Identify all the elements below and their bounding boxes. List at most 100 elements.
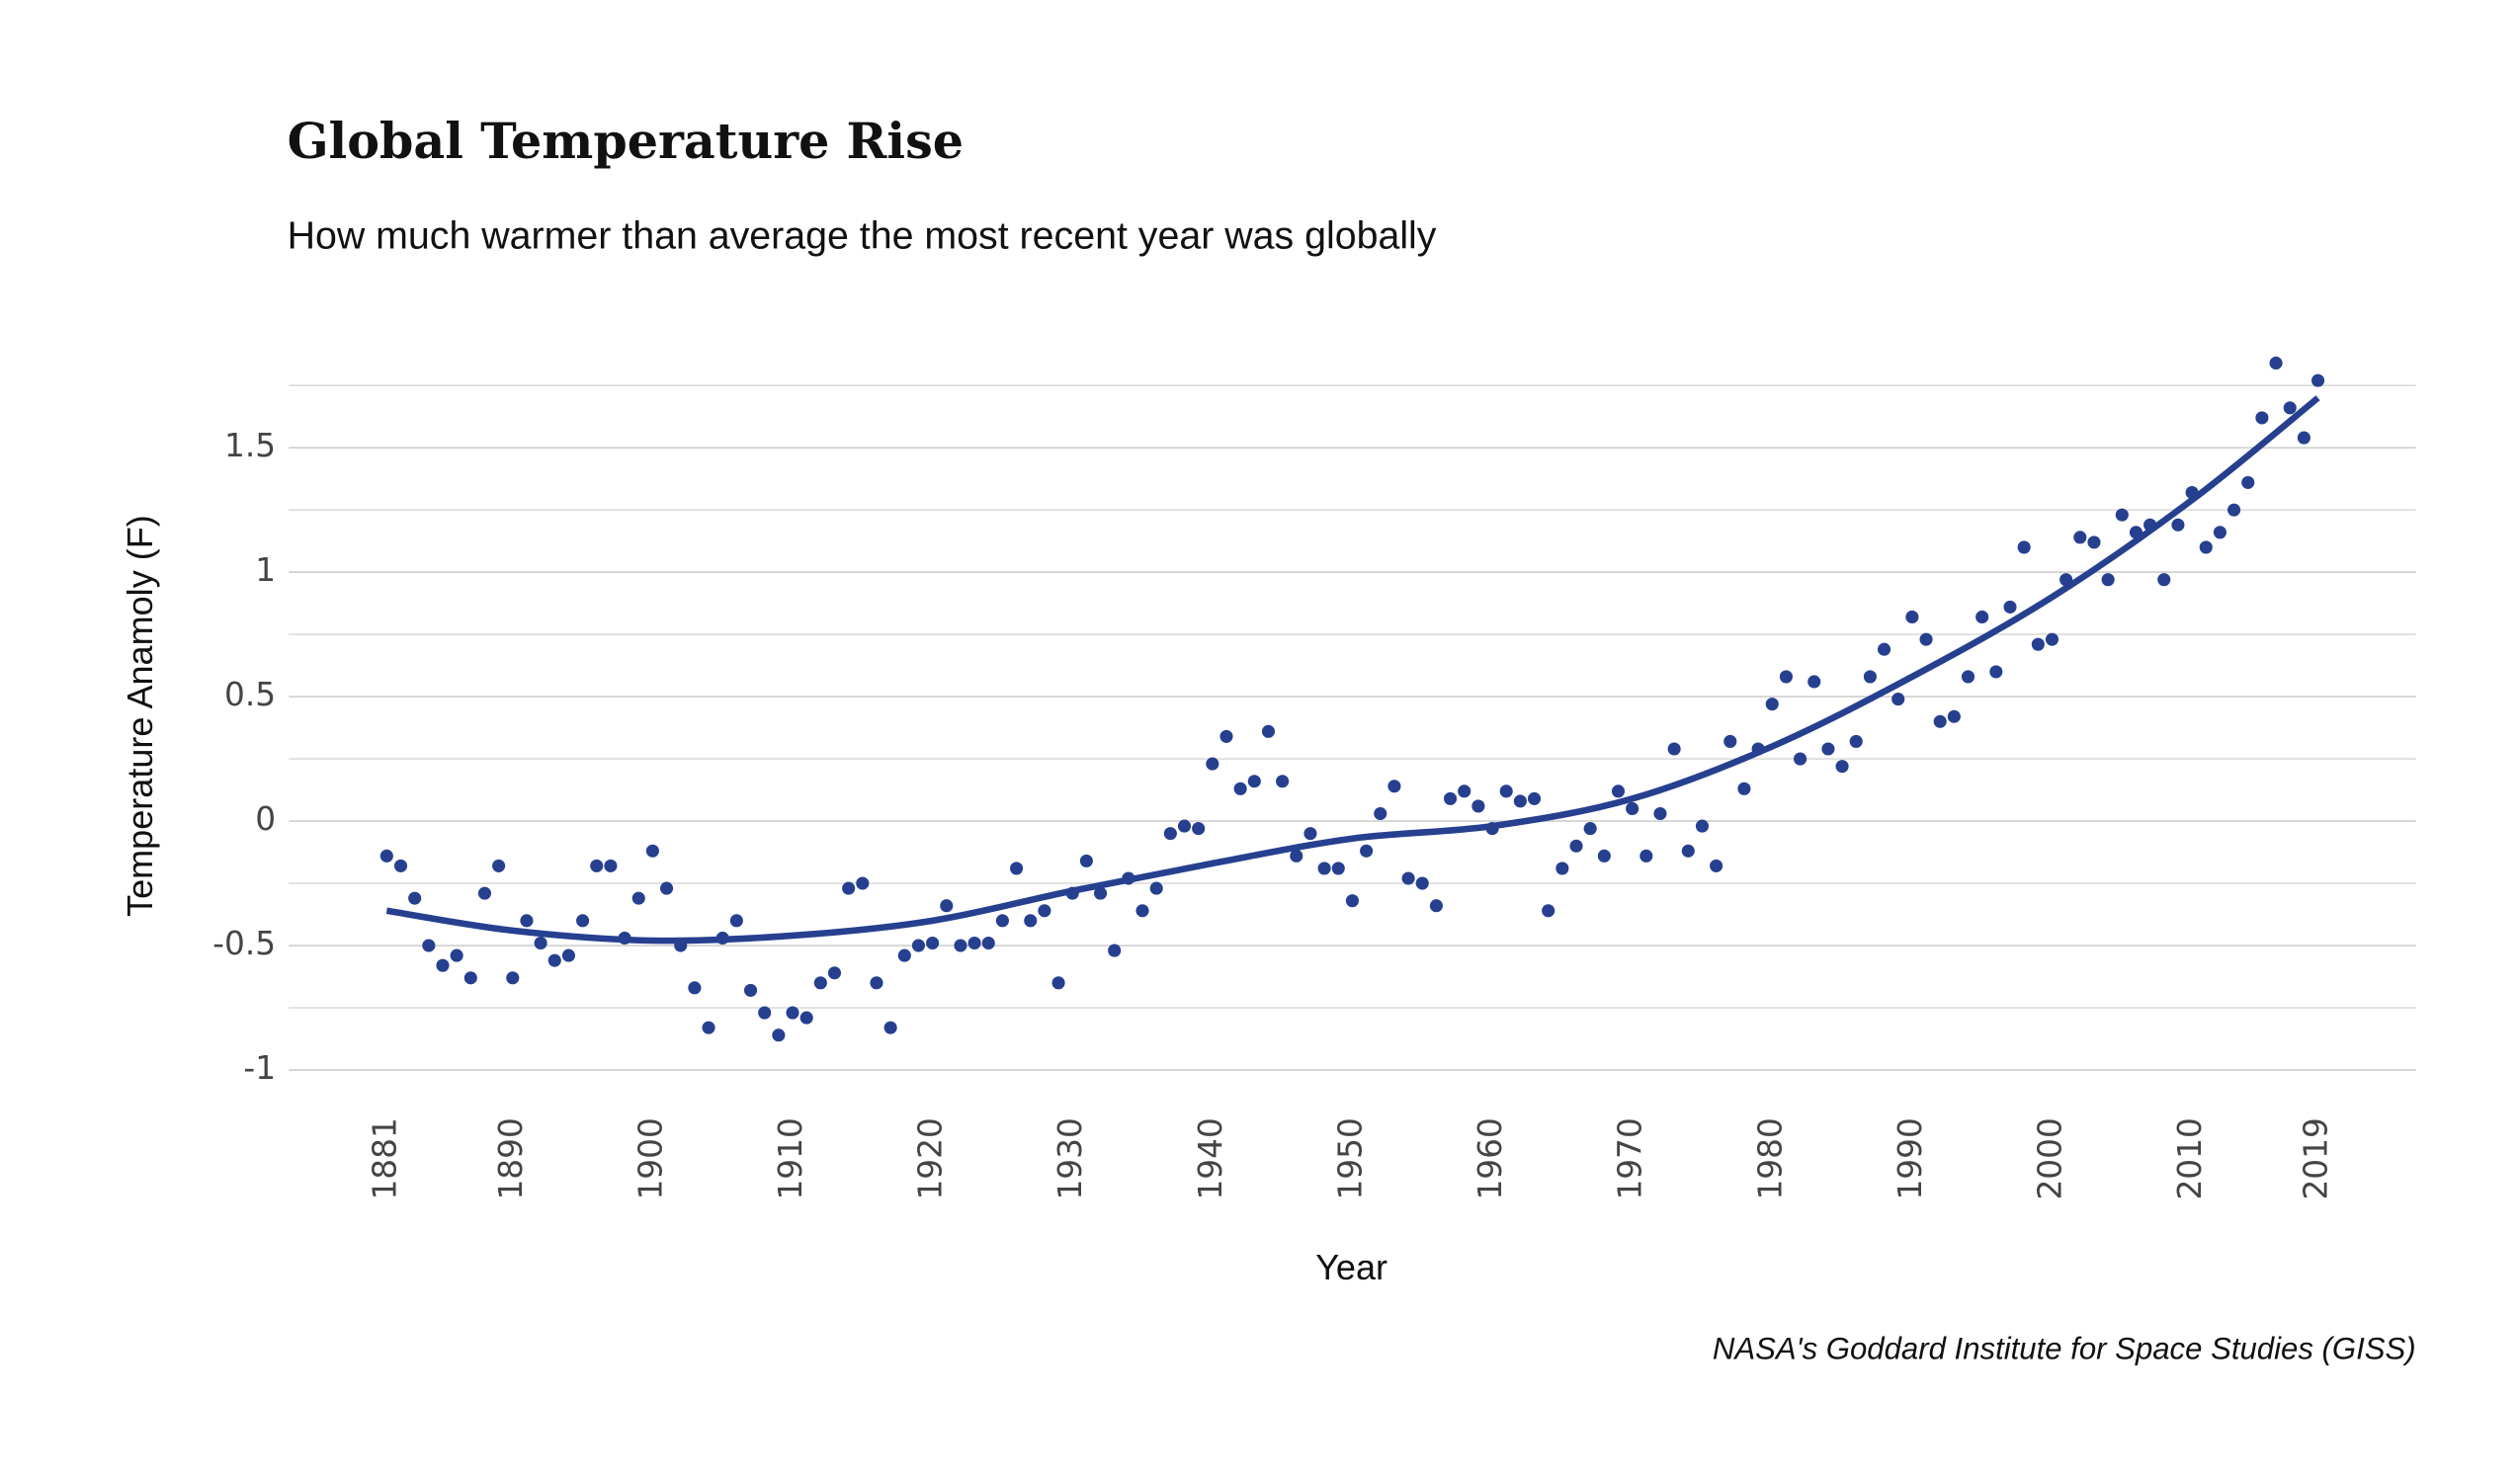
data-point [1458, 784, 1471, 798]
data-point [897, 948, 911, 962]
data-point [2213, 526, 2226, 539]
data-point [1163, 827, 1177, 841]
data-point [1360, 844, 1374, 858]
data-point [408, 891, 422, 905]
data-point [2101, 573, 2115, 587]
data-point [1919, 632, 1933, 646]
data-point [2087, 535, 2101, 549]
data-point [1794, 752, 1807, 766]
data-point [1345, 894, 1359, 908]
data-point [1135, 904, 1149, 918]
data-point [758, 1006, 772, 1020]
data-point [2199, 540, 2213, 554]
data-point [1653, 806, 1667, 821]
data-point [1947, 709, 1961, 723]
data-point [1051, 976, 1065, 990]
y-tick-label: 0 [255, 800, 276, 838]
data-point [1290, 849, 1303, 863]
data-point [393, 859, 408, 872]
data-point [1667, 742, 1681, 756]
trend-line [385, 395, 2320, 945]
data-point [1639, 849, 1653, 863]
data-point [2157, 573, 2171, 587]
data-point [911, 939, 926, 952]
data-point [674, 939, 688, 952]
data-point [967, 936, 981, 950]
data-point [940, 899, 954, 913]
data-point [1933, 714, 1947, 728]
data-point [1331, 862, 1345, 875]
data-point [1821, 742, 1835, 756]
data-point [2297, 431, 2310, 445]
data-point [1849, 734, 1863, 748]
data-point [618, 931, 631, 946]
data-point [2255, 411, 2269, 425]
data-point [2059, 573, 2073, 587]
data-point [1415, 876, 1429, 890]
data-point [1317, 862, 1331, 875]
data-point [492, 859, 506, 872]
data-point [702, 1021, 715, 1034]
y-tick-label: 1.5 [224, 427, 276, 464]
data-point [1401, 871, 1415, 885]
data-point [1527, 791, 1542, 805]
data-point [1583, 822, 1597, 836]
data-point [422, 939, 436, 952]
data-point [506, 971, 520, 985]
y-tick-label: 1 [255, 551, 276, 589]
data-point [1878, 642, 1891, 656]
data-point [2003, 600, 2017, 614]
data-point [2185, 485, 2199, 500]
data-point [2115, 508, 2129, 522]
data-point [1079, 854, 1093, 867]
y-tick-label: -1 [243, 1049, 276, 1087]
data-point [2073, 531, 2087, 544]
data-point [660, 881, 674, 895]
data-point [1723, 734, 1737, 748]
x-tick-label: 1920 [912, 1117, 950, 1199]
data-point [1387, 780, 1401, 793]
chart-title: Global Temperature Rise [288, 113, 965, 170]
data-point [1206, 757, 1219, 771]
x-tick-label: 2010 [2171, 1117, 2209, 1199]
data-point [1597, 849, 1611, 863]
data-point [1276, 775, 1290, 788]
data-point [772, 1029, 786, 1042]
data-point [1542, 904, 1555, 918]
data-point [1485, 822, 1499, 836]
data-point [561, 948, 575, 962]
data-point [1192, 822, 1206, 836]
data-point [1499, 784, 1513, 798]
data-point [2227, 503, 2241, 517]
data-point [2171, 518, 2185, 532]
data-point [1024, 914, 1038, 928]
data-point [827, 966, 842, 980]
source-note: NASA's Goddard Institute for Space Studi… [1713, 1331, 2416, 1365]
data-point [1611, 784, 1626, 798]
data-point [1513, 794, 1527, 808]
data-point [743, 983, 758, 997]
data-point [477, 886, 492, 900]
data-point [1233, 782, 1247, 795]
data-point [1905, 610, 1919, 624]
x-tick-label: 1890 [492, 1117, 530, 1199]
data-point [1010, 862, 1024, 875]
chart-subtitle: How much warmer than average the most re… [288, 213, 1437, 257]
x-tick-label: 2019 [2298, 1117, 2335, 1199]
x-tick-label: 1930 [1051, 1117, 1089, 1199]
y-tick-label: 0.5 [224, 676, 276, 713]
data-point [1975, 610, 1989, 624]
data-point [715, 931, 729, 946]
x-tick-label: 1990 [1891, 1117, 1929, 1199]
data-point [1765, 698, 1779, 711]
data-point [2241, 475, 2255, 489]
data-point [1261, 724, 1276, 738]
data-point [2045, 632, 2059, 646]
data-point [995, 914, 1009, 928]
x-tick-label: 1940 [1192, 1117, 1229, 1199]
data-point [2283, 401, 2297, 415]
data-point [981, 936, 995, 950]
data-point [1710, 859, 1723, 872]
x-tick-label: 2000 [2031, 1117, 2068, 1199]
